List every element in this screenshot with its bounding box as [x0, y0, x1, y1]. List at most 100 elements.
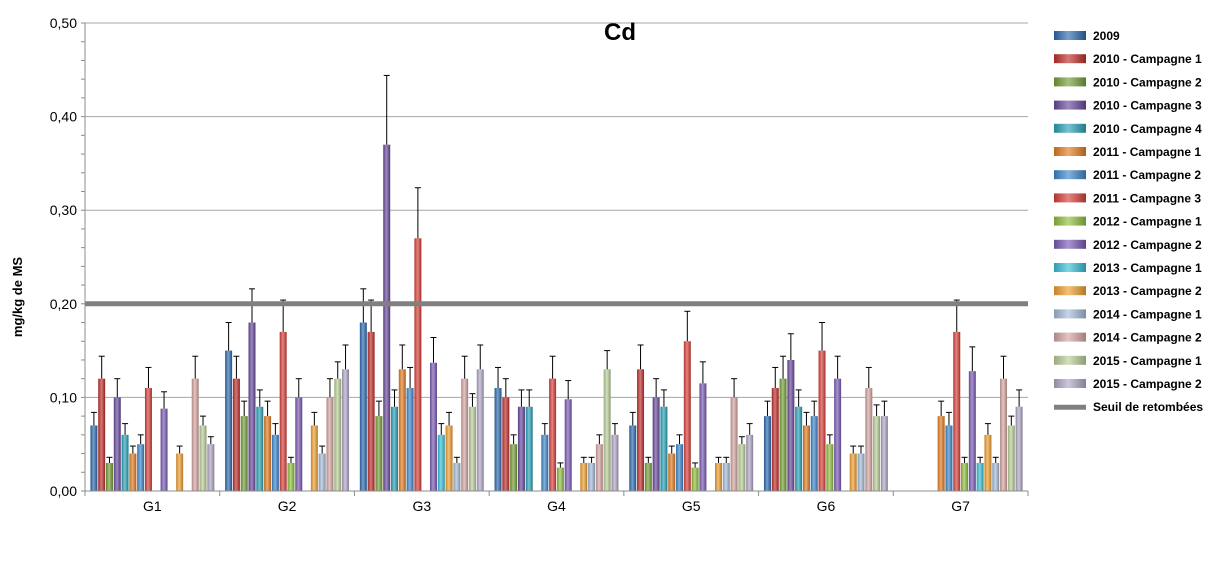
bar: [225, 350, 233, 491]
bar: [1007, 425, 1015, 491]
bar: [826, 444, 834, 491]
bar: [945, 425, 953, 491]
legend-swatch: [1054, 216, 1086, 226]
x-tick-label: G2: [278, 498, 297, 514]
legend-label: 2011 - Campagne 1: [1093, 145, 1201, 159]
bar: [437, 434, 445, 491]
bar: [248, 322, 256, 491]
bar: [334, 378, 342, 491]
legend-swatch: [1054, 239, 1086, 249]
legend-swatch: [1054, 263, 1086, 272]
bar: [652, 397, 660, 491]
bar: [763, 416, 771, 491]
legend-label: 2014 - Campagne 1: [1093, 307, 1202, 321]
bar: [691, 467, 699, 491]
legend-swatch: [1054, 77, 1086, 87]
bar: [406, 388, 414, 491]
legend-label: 2012 - Campagne 1: [1093, 215, 1202, 229]
bar: [199, 425, 207, 491]
bar: [105, 462, 113, 491]
y-tick-label: 0,20: [50, 296, 77, 312]
legend-swatch: [1054, 31, 1086, 40]
bar: [580, 462, 588, 491]
bar: [398, 369, 406, 491]
chart-title: Cd: [604, 19, 636, 46]
bar: [541, 434, 549, 491]
bar: [113, 397, 121, 491]
bar: [953, 331, 961, 491]
bar: [976, 462, 984, 491]
bar: [318, 453, 326, 491]
bar: [176, 453, 184, 491]
x-tick-label: G3: [412, 498, 431, 514]
bar: [310, 425, 318, 491]
bar: [429, 362, 437, 491]
x-tick-label: G5: [682, 498, 701, 514]
legend-label: 2012 - Campagne 2: [1093, 238, 1202, 252]
bar: [256, 406, 264, 491]
bar: [375, 416, 383, 491]
bar: [525, 406, 533, 491]
legend-label: 2015 - Campagne 1: [1093, 354, 1202, 368]
legend-swatch: [1054, 54, 1086, 64]
bar: [137, 444, 145, 491]
bar: [595, 444, 603, 491]
bar: [564, 399, 572, 491]
bar: [468, 406, 476, 491]
bar: [637, 369, 645, 491]
legend-swatch: [1054, 379, 1086, 388]
bar: [264, 416, 272, 491]
bar: [445, 425, 453, 491]
legend-label: 2010 - Campagne 2: [1093, 75, 1202, 89]
legend-label: 2015 - Campagne 2: [1093, 377, 1202, 391]
bar: [549, 378, 557, 491]
bar: [834, 378, 842, 491]
axes: 0,00 0,10 0,20 0,30 0,40 0,50 G1 G2 G3 G4 G5 G6 G7: [50, 15, 1029, 514]
bar: [144, 388, 152, 491]
legend-swatch: [1054, 286, 1086, 296]
bar: [207, 444, 215, 491]
legend-label: 2013 - Campagne 2: [1093, 284, 1202, 298]
bar: [738, 444, 746, 491]
bar: [494, 388, 502, 491]
bar: [984, 434, 992, 491]
bar: [342, 369, 350, 491]
x-tick-label: G1: [143, 498, 162, 514]
bar: [359, 322, 367, 491]
y-tick-label: 0,50: [50, 15, 77, 31]
bar: [476, 369, 484, 491]
x-tick-label: G4: [547, 498, 566, 514]
bar: [795, 406, 803, 491]
bar: [849, 453, 857, 491]
y-tick-label: 0,10: [50, 389, 77, 405]
bar: [968, 371, 976, 491]
bar: [453, 462, 461, 491]
bar: [121, 434, 129, 491]
bar: [683, 341, 691, 491]
y-tick-label: 0,30: [50, 202, 77, 218]
bar: [865, 388, 873, 491]
bar: [271, 434, 279, 491]
legend-label: 2011 - Campagne 3: [1093, 191, 1201, 205]
bars: [90, 74, 1023, 491]
bar: [191, 378, 199, 491]
bar: [660, 406, 668, 491]
bar: [722, 462, 730, 491]
bar: [771, 388, 779, 491]
bar: [668, 453, 676, 491]
legend-swatch: [1054, 309, 1086, 319]
y-tick-label: 0,00: [50, 483, 77, 499]
bar: [90, 425, 98, 491]
legend-swatch: [1054, 147, 1086, 156]
bar: [857, 453, 865, 491]
x-tick-label: G7: [951, 498, 970, 514]
legend-swatch: [1054, 170, 1086, 180]
bar: [502, 397, 510, 491]
bar: [730, 397, 738, 491]
bar: [611, 434, 619, 491]
gridlines: [85, 22, 1028, 398]
bar: [160, 408, 168, 491]
bar: [510, 444, 518, 491]
bar: [880, 416, 888, 491]
